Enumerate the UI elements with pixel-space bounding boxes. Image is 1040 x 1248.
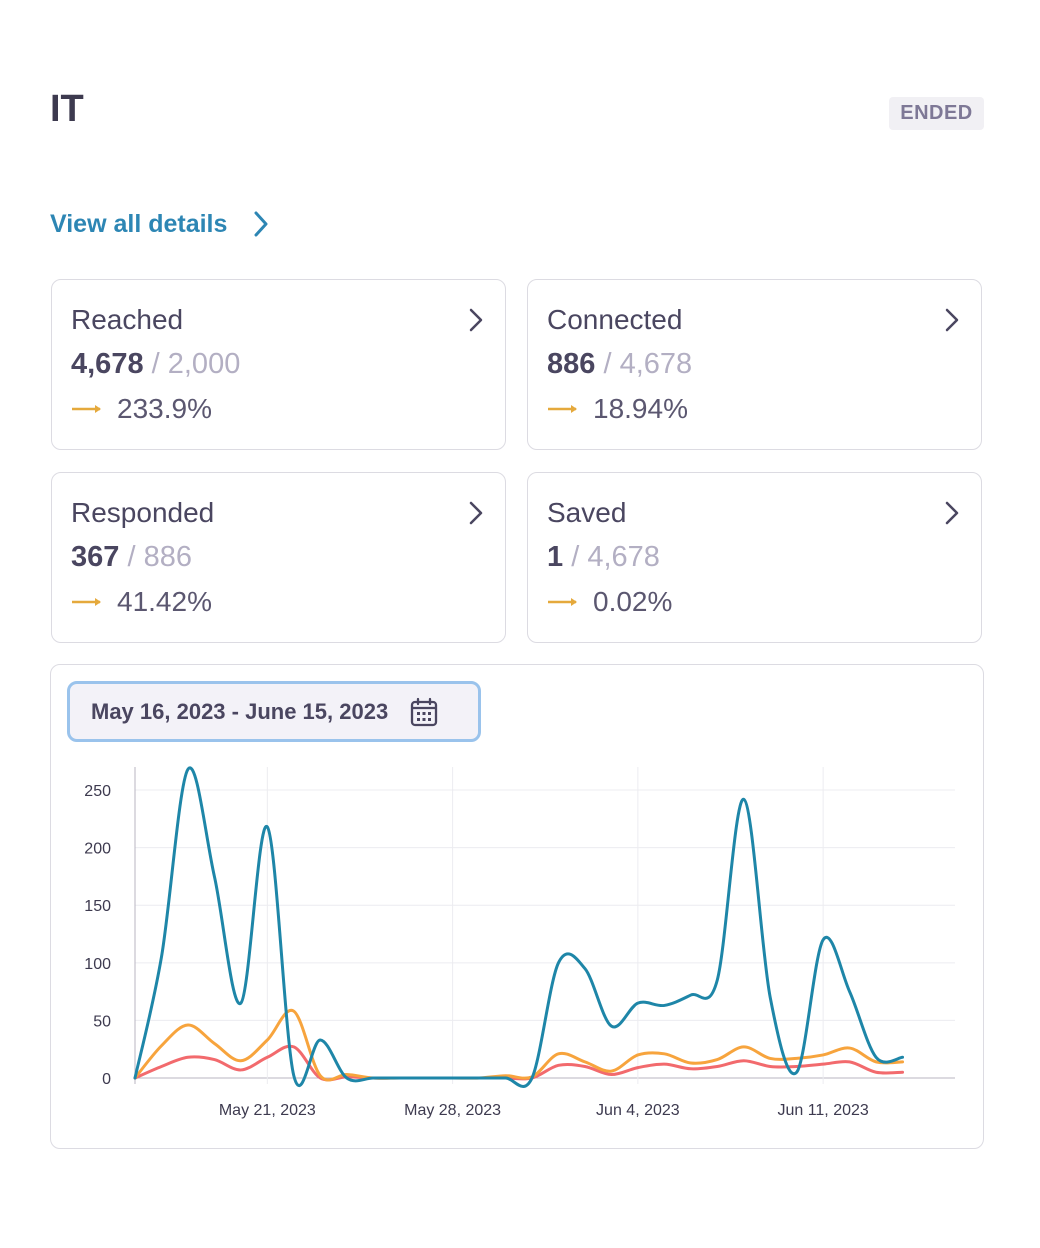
- metric-card-responded[interactable]: Responded 367 / 886 41.42%: [51, 472, 506, 643]
- status-badge: ENDED: [889, 97, 984, 130]
- series-line: [133, 1008, 905, 1082]
- y-tick-label: 0: [102, 1071, 111, 1088]
- metric-percent-row: 41.42%: [71, 586, 212, 618]
- x-tick-label: Jun 4, 2023: [596, 1102, 680, 1119]
- metric-label: Reached: [71, 304, 184, 335]
- metric-percent-row: 0.02%: [547, 586, 672, 618]
- view-all-details-label: View all details: [50, 209, 228, 238]
- metric-values: 1 / 4,678: [547, 541, 660, 573]
- arrow-right-icon: [72, 598, 101, 606]
- page-title: IT: [50, 88, 84, 130]
- metric-value: 1: [547, 541, 564, 573]
- metric-value: 886: [547, 348, 596, 380]
- metric-total: 4,678: [619, 348, 693, 380]
- chevron-right-icon: [945, 308, 959, 332]
- metric-values: 4,678 / 2,000: [71, 348, 241, 380]
- metric-value: 367: [71, 541, 120, 573]
- y-tick-label: 250: [84, 783, 111, 800]
- arrow-right-icon: [72, 405, 101, 413]
- y-tick-label: 100: [84, 956, 111, 973]
- view-all-details-link[interactable]: View all details: [50, 204, 269, 244]
- chevron-right-icon: [254, 211, 268, 237]
- metric-card-reached[interactable]: Reached 4,678 / 2,000 233.9%: [51, 279, 506, 450]
- metric-card-connected[interactable]: Connected 886 / 4,678 18.94%: [527, 279, 982, 450]
- metric-total: 886: [143, 541, 192, 573]
- metric-values: 886 / 4,678: [547, 348, 693, 380]
- date-range-label: May 16, 2023 - June 15, 2023: [91, 698, 389, 724]
- chart-card: May 16, 2023 - June 15, 2023 0 50 100 150 20…: [50, 664, 984, 1149]
- metric-card-saved[interactable]: Saved 1 / 4,678 0.02%: [527, 472, 982, 643]
- y-tick-label: 150: [84, 898, 111, 915]
- series-line: [133, 766, 905, 1088]
- metric-percent: 18.94%: [593, 393, 688, 424]
- metric-percent-row: 18.94%: [547, 393, 688, 425]
- arrow-right-icon: [548, 405, 577, 413]
- metric-percent: 41.42%: [117, 586, 212, 617]
- x-tick-label: Jun 11, 2023: [777, 1102, 868, 1119]
- y-tick-label: 200: [84, 841, 111, 858]
- metric-total: 2,000: [167, 348, 241, 380]
- metric-percent: 0.02%: [593, 586, 673, 617]
- chevron-right-icon: [469, 501, 483, 525]
- calendar-icon: [411, 697, 438, 726]
- metric-label: Responded: [71, 497, 215, 528]
- date-range-picker[interactable]: May 16, 2023 - June 15, 2023: [67, 681, 481, 742]
- metric-percent-row: 233.9%: [71, 393, 212, 425]
- metric-label: Saved: [547, 497, 627, 528]
- chevron-right-icon: [469, 308, 483, 332]
- metric-total: 4,678: [587, 541, 660, 573]
- line-chart: 0 50 100 150 200 250 May 21, 2023 May 28, 2023 J…: [84, 766, 955, 1119]
- x-tick-label: May 21, 2023: [219, 1102, 316, 1119]
- metric-value: 4,678: [71, 348, 144, 380]
- arrow-right-icon: [548, 598, 577, 606]
- y-tick-label: 50: [93, 1013, 111, 1030]
- metric-values: 367 / 886: [71, 541, 192, 573]
- x-tick-label: May 28, 2023: [404, 1102, 501, 1119]
- metric-percent: 233.9%: [117, 393, 212, 424]
- chevron-right-icon: [945, 501, 959, 525]
- metric-label: Connected: [547, 304, 683, 335]
